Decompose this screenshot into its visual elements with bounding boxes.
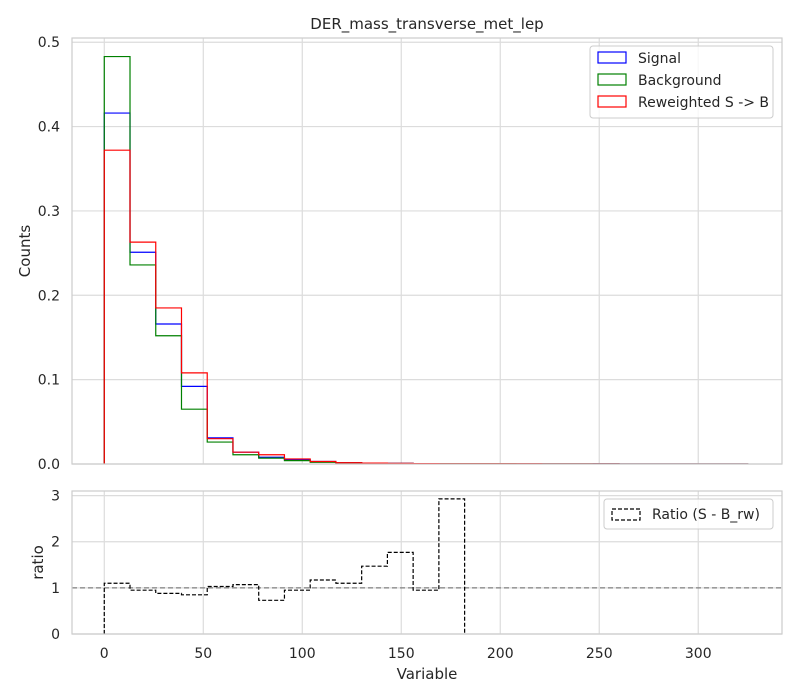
legend-swatch-background — [597, 73, 627, 86]
legend-label-signal: Signal — [638, 51, 681, 67]
ratio-panel: 0 1 2 3 0 50 100 150 200 250 300 ratio Variable R… — [29, 489, 783, 683]
legend-label-background: Background — [638, 73, 722, 89]
y-tick-label: 0.5 — [38, 35, 60, 51]
histogram-y-ticks: 0.0 0.1 0.2 0.3 0.4 0.5 — [38, 35, 60, 473]
x-tick-label: 150 — [388, 646, 415, 662]
x-ticks: 0 50 100 150 200 250 300 — [100, 646, 712, 662]
y-tick-label: 0.1 — [38, 373, 60, 389]
ratio-y-tick-label: 1 — [51, 581, 60, 597]
ratio-y-tick-label: 2 — [51, 535, 60, 551]
histogram-panel: 0.0 0.1 0.2 0.3 0.4 0.5 DER_mass_transverse_m… — [16, 15, 783, 473]
ratio-legend: Ratio (S - B_rw) — [603, 498, 774, 530]
x-tick-label: 300 — [685, 646, 712, 662]
y-tick-label: 0.0 — [38, 457, 60, 473]
legend-box — [589, 45, 774, 119]
series-ratio — [103, 498, 466, 634]
ratio-y-axis-label: ratio — [29, 545, 47, 580]
ratio-y-ticks: 0 1 2 3 — [51, 489, 60, 643]
ratio-y-tick-label: 0 — [51, 627, 60, 643]
y-axis-label: Counts — [16, 225, 34, 278]
ratio-series — [103, 498, 466, 634]
x-tick-label: 200 — [487, 646, 514, 662]
legend-swatch-ratio — [611, 508, 641, 521]
legend-swatch-reweighted — [597, 95, 627, 108]
chart-title: DER_mass_transverse_met_lep — [310, 15, 543, 34]
y-tick-label: 0.4 — [38, 120, 60, 136]
ratio-legend-box — [603, 498, 774, 530]
y-tick-label: 0.3 — [38, 204, 60, 220]
x-tick-label: 0 — [100, 646, 109, 662]
x-tick-label: 50 — [194, 646, 212, 662]
x-axis-label: Variable — [397, 665, 458, 683]
legend-label-reweighted: Reweighted S -> B — [638, 95, 769, 111]
x-tick-label: 250 — [586, 646, 613, 662]
legend-swatch-signal — [597, 51, 627, 64]
legend-label-ratio: Ratio (S - B_rw) — [652, 507, 760, 523]
legend-item-reweighted: Reweighted S -> B — [597, 95, 769, 111]
ratio-y-tick-label: 3 — [51, 489, 60, 505]
histogram-frame — [71, 37, 783, 465]
ratio-frame — [71, 490, 783, 635]
x-tick-label: 100 — [289, 646, 316, 662]
legend-item-signal: Signal — [597, 51, 681, 67]
legend-item-background: Background — [597, 73, 722, 89]
y-tick-label: 0.2 — [38, 288, 60, 304]
legend: Signal Background Reweighted S -> B — [589, 45, 774, 119]
